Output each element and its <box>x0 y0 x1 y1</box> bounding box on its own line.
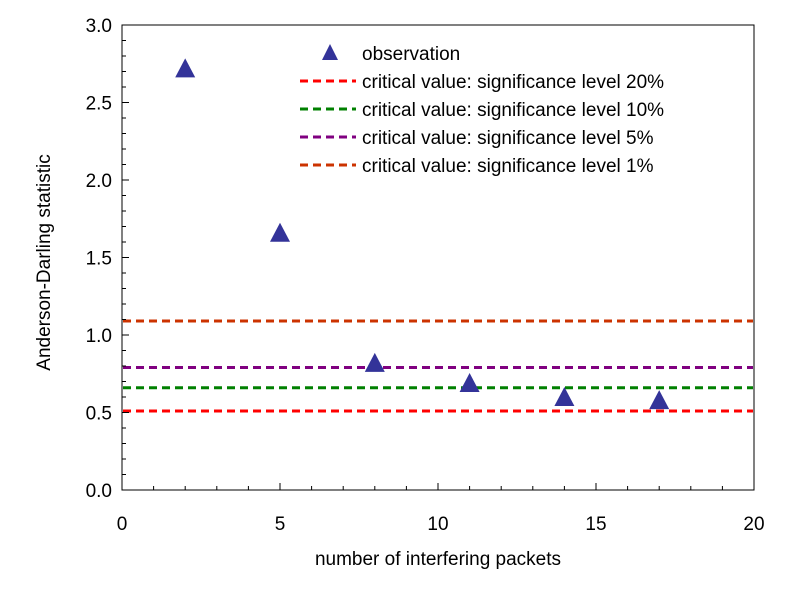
legend-label: critical value: significance level 10% <box>362 100 664 121</box>
reference-lines <box>123 319 753 413</box>
legend: observation critical value: significance … <box>300 44 664 177</box>
legend-label: critical value: significance level 1% <box>362 156 654 177</box>
x-axis-title: number of interfering packets <box>315 549 561 570</box>
y-tick-label: 0.5 <box>86 404 112 425</box>
x-tick-label: 0 <box>117 514 128 535</box>
y-axis-title: Anderson-Darling statistic <box>34 154 55 370</box>
legend-label: critical value: significance level 5% <box>362 128 654 149</box>
plot-frame <box>121 24 755 491</box>
legend-label: observation <box>362 44 460 65</box>
y-tick-label: 0.0 <box>86 481 112 502</box>
observation-marker <box>364 352 385 372</box>
y-tick-label: 2.5 <box>86 94 112 115</box>
plot-area <box>121 24 755 491</box>
x-tick-label: 5 <box>275 514 286 535</box>
y-tick-label: 1.5 <box>86 249 112 270</box>
legend-marker <box>322 44 338 60</box>
axes: 0.0 0.5 1.0 1.5 2.0 2.5 3.0 0 5 10 15 20 <box>86 16 765 535</box>
observation-marker <box>175 58 196 78</box>
x-tick-label: 10 <box>427 514 448 535</box>
legend-label: critical value: significance level 20% <box>362 72 664 93</box>
observation-marker <box>459 373 480 393</box>
observation-marker <box>649 390 670 410</box>
y-tick-label: 2.0 <box>86 171 112 192</box>
x-tick-label: 20 <box>743 514 764 535</box>
y-tick-label: 3.0 <box>86 16 112 37</box>
y-tick-label: 1.0 <box>86 326 112 347</box>
observation-markers <box>175 58 670 410</box>
observation-marker <box>270 222 290 242</box>
x-tick-label: 15 <box>585 514 606 535</box>
observation-marker <box>554 387 575 406</box>
